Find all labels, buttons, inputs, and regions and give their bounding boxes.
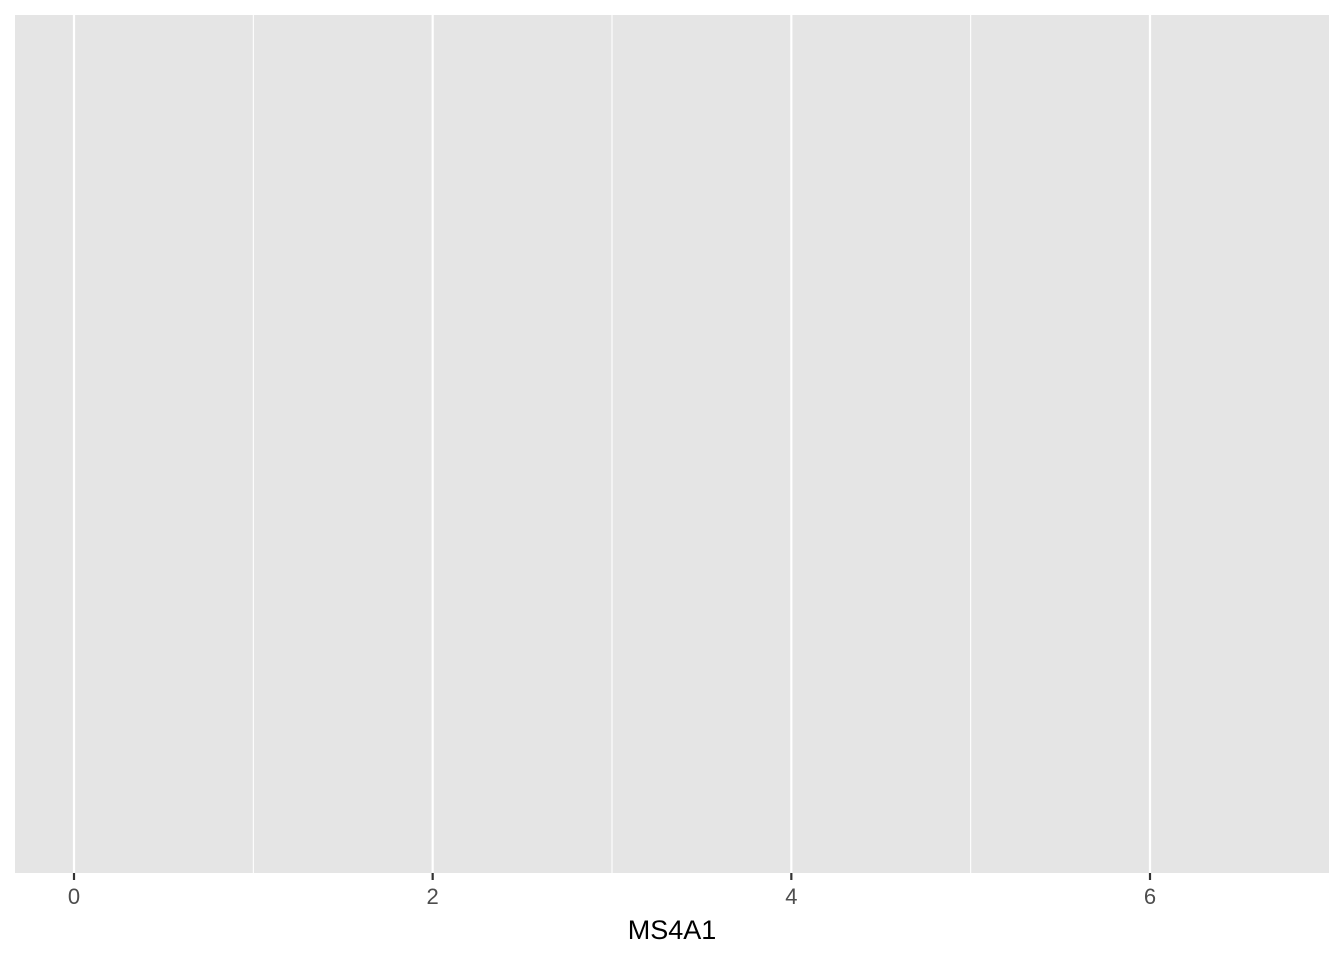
x-tick-label-2: 2 <box>427 884 439 909</box>
x-axis-ticks <box>72 873 1152 880</box>
major-gridlines <box>72 15 1152 873</box>
x-axis-tick-labels: 0 2 4 6 <box>68 884 1156 909</box>
x-tick-label-6: 6 <box>1144 884 1156 909</box>
plot-panel <box>15 15 1329 873</box>
minor-gridlines <box>252 15 972 873</box>
x-axis-title: MS4A1 <box>628 915 717 945</box>
x-tick-label-4: 4 <box>785 884 797 909</box>
x-tick-label-0: 0 <box>68 884 80 909</box>
